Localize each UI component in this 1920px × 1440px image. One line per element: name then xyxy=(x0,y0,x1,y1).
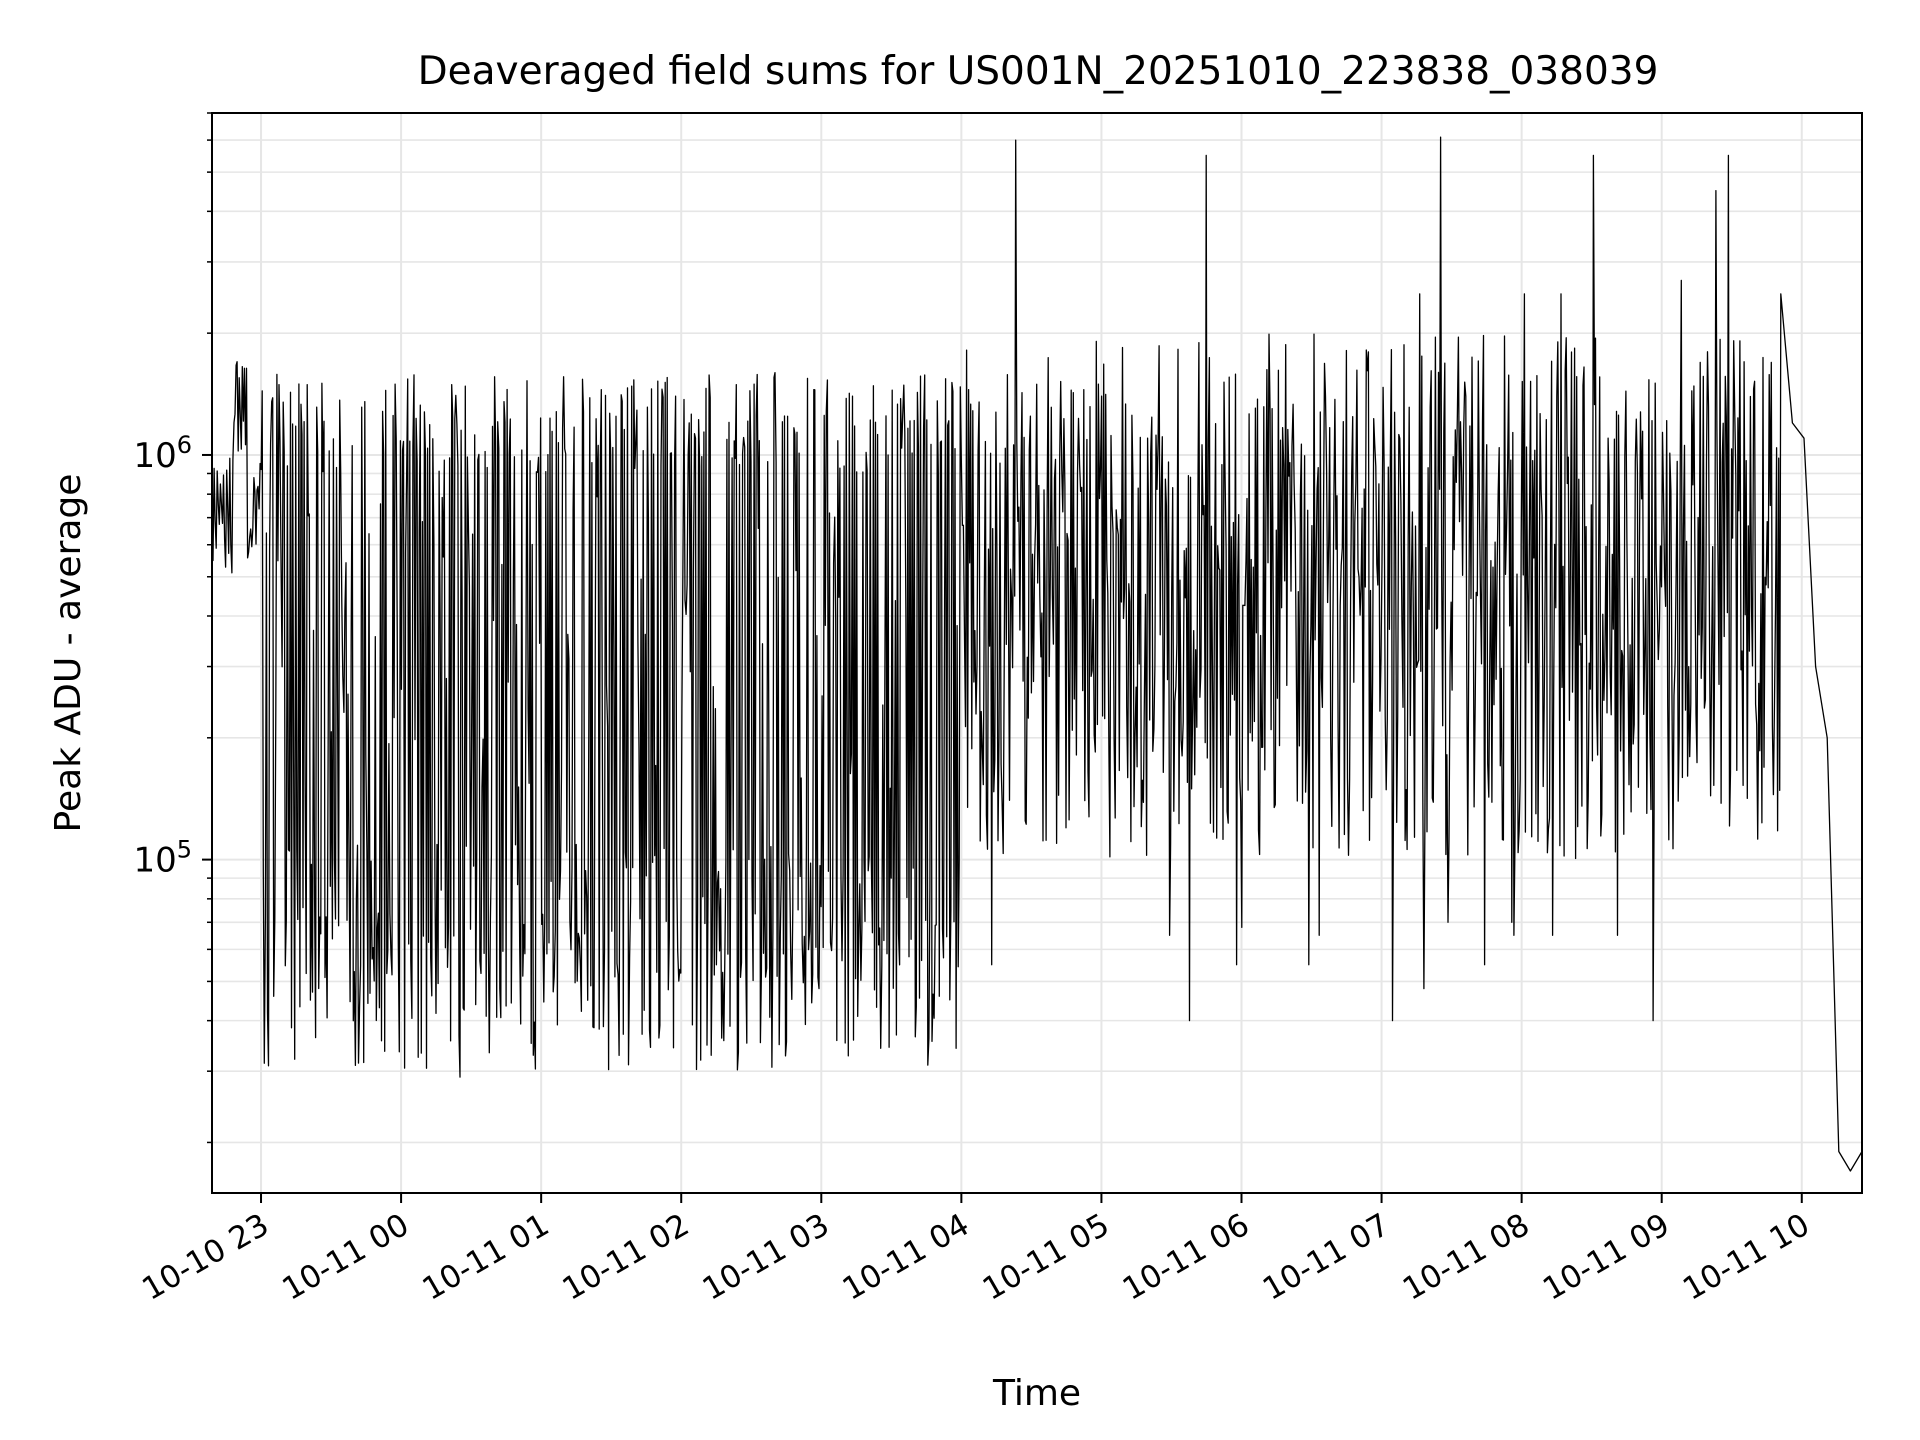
x-axis-label: Time xyxy=(992,1373,1081,1414)
series-line xyxy=(211,136,1863,1172)
chart-title: Deaveraged field sums for US001N_2025101… xyxy=(418,49,1659,94)
plot-frame xyxy=(211,112,1863,1194)
y-axis-label: Peak ADU - average xyxy=(48,474,89,833)
y-tick-label: 105 xyxy=(133,836,192,881)
y-tick-label: 106 xyxy=(133,431,192,476)
series-line-group xyxy=(211,136,1863,1172)
y-axis: 105 106 xyxy=(133,112,212,1144)
